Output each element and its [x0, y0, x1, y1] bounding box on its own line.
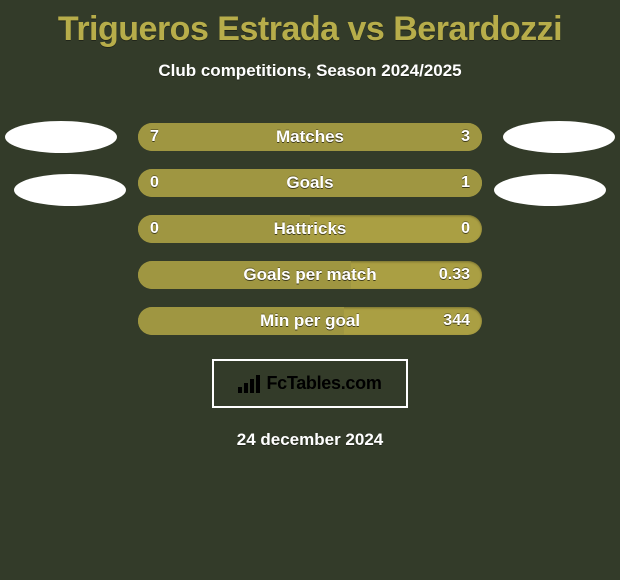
stat-row: 0Hattricks0 [138, 215, 482, 243]
page-title: Trigueros Estrada vs Berardozzi [0, 0, 620, 49]
comparison-card: Trigueros Estrada vs Berardozzi Club com… [0, 0, 620, 580]
decorative-ellipse [503, 121, 615, 153]
decorative-ellipse [494, 174, 606, 206]
decorative-ellipse [14, 174, 126, 206]
page-subtitle: Club competitions, Season 2024/2025 [0, 61, 620, 81]
source-badge-text: FcTables.com [266, 373, 381, 394]
stat-value-right: 0.33 [439, 261, 470, 289]
stat-value-right: 3 [461, 123, 470, 151]
source-badge: FcTables.com [212, 359, 407, 408]
stat-value-right: 344 [443, 307, 470, 335]
stat-value-right: 0 [461, 215, 470, 243]
stat-row: Goals per match0.33 [138, 261, 482, 289]
stat-label: Min per goal [138, 307, 482, 335]
stat-row: 7Matches3 [138, 123, 482, 151]
stat-row: Min per goal344 [138, 307, 482, 335]
stat-row: 0Goals1 [138, 169, 482, 197]
bars-asc-icon [238, 375, 260, 393]
decorative-ellipse [5, 121, 117, 153]
stat-label: Hattricks [138, 215, 482, 243]
stat-value-right: 1 [461, 169, 470, 197]
snapshot-date: 24 december 2024 [0, 430, 620, 450]
stat-label: Matches [138, 123, 482, 151]
stat-label: Goals per match [138, 261, 482, 289]
comparison-bars: 7Matches30Goals10Hattricks0Goals per mat… [0, 123, 620, 335]
stat-label: Goals [138, 169, 482, 197]
